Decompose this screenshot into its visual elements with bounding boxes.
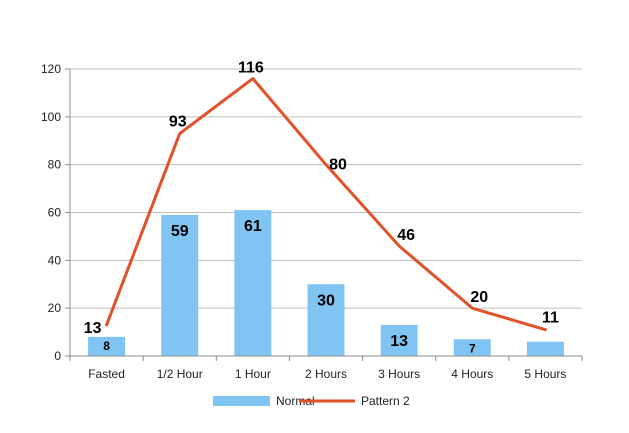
legend-swatch-bar	[213, 396, 270, 406]
line-series	[105, 77, 547, 332]
bar-data-label: 59	[171, 223, 189, 240]
x-tick-label: 1/2 Hour	[157, 367, 203, 381]
y-tick-label: 20	[48, 301, 62, 315]
bar	[526, 341, 564, 356]
y-tick-label: 100	[41, 110, 61, 124]
x-tick-label: 2 Hours	[305, 367, 347, 381]
line-data-label: 46	[397, 227, 415, 244]
gridlines	[70, 68, 582, 309]
line-data-label: 11	[542, 310, 559, 327]
bar-data-label: 7	[469, 341, 476, 355]
legend-label: Pattern 2	[361, 394, 410, 408]
bar	[88, 336, 126, 356]
bar	[234, 210, 272, 356]
bar-data-label: 30	[317, 292, 335, 309]
bar	[380, 324, 418, 356]
series-line	[105, 77, 547, 332]
legend: Normal Pattern 2	[213, 394, 410, 408]
legend-label: Normal	[276, 394, 315, 408]
x-axis-ticks: Fasted 1/2 Hour 1 Hour 2 Hours 3 Hours 4 Hour…	[69, 356, 583, 381]
bar-data-label: 13	[390, 333, 408, 350]
bar	[307, 284, 345, 356]
bar	[161, 214, 199, 356]
line-data-label: 20	[470, 289, 488, 306]
x-tick-label: Fasted	[88, 367, 125, 381]
y-tick-label: 0	[54, 349, 61, 363]
axes	[69, 69, 582, 357]
line-data-label: 93	[169, 114, 187, 131]
x-tick-label: 1 Hour	[235, 367, 271, 381]
bar-series	[88, 210, 564, 356]
y-tick-label: 120	[41, 62, 61, 76]
line-data-label: 13	[84, 320, 102, 337]
data-labels: 8 59 61 30 13 7 13 93 116 80 46 20 11	[84, 60, 559, 356]
y-tick-label: 80	[48, 158, 62, 172]
bar-data-label: 8	[103, 339, 110, 353]
y-axis-ticks: 0 20 40 60 80 100 120	[41, 62, 70, 363]
y-tick-label: 60	[48, 206, 62, 220]
y-tick-label: 40	[48, 253, 62, 267]
bar	[453, 339, 491, 356]
line-data-label: 116	[238, 60, 264, 77]
x-tick-label: 3 Hours	[378, 367, 420, 381]
x-tick-label: 5 Hours	[524, 367, 566, 381]
bar-data-label: 61	[244, 218, 262, 235]
line-data-label: 80	[329, 157, 347, 174]
x-tick-label: 4 Hours	[451, 367, 493, 381]
